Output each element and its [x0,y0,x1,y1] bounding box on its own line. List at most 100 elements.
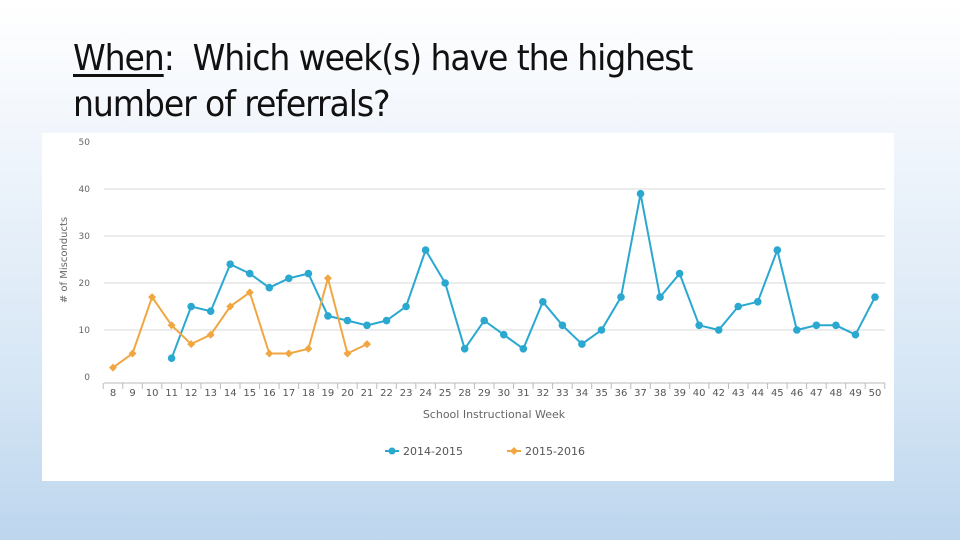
data-point[interactable] [734,302,743,311]
data-point[interactable] [226,302,235,311]
x-tick-label: 36 [615,388,628,399]
data-point[interactable] [323,274,332,283]
series-line-2015-2016 [112,274,368,369]
data-point[interactable] [441,279,449,287]
x-tick-label: 31 [517,388,530,399]
y-tick-label: 10 [79,326,91,336]
data-point[interactable] [656,293,664,301]
x-tick-label: 45 [771,388,784,399]
data-point[interactable] [245,288,254,297]
y-tick-label: 0 [84,373,90,383]
legend-label[interactable]: 2014-2015 [403,445,463,458]
y-tick-label: 50 [79,138,91,148]
data-point[interactable] [363,340,371,349]
x-tick-label: 14 [224,388,237,399]
x-tick-label: 48 [830,388,843,399]
x-tick-label: 39 [673,388,686,399]
x-tick-label: 29 [478,388,491,399]
data-point[interactable] [714,326,723,334]
data-point[interactable] [695,321,703,330]
x-tick-label: 34 [576,388,589,399]
x-axis-title: School Instructional Week [423,408,566,421]
x-tick-label: 46 [790,388,803,399]
data-point[interactable] [206,307,215,315]
x-tick-label: 22 [380,388,393,399]
data-point[interactable] [187,340,196,349]
data-point[interactable] [753,298,762,306]
data-point[interactable] [284,349,293,358]
y-tick-label: 30 [79,232,91,242]
data-point[interactable] [304,344,313,353]
x-tick-label: 49 [849,388,862,399]
data-point[interactable] [832,321,840,330]
data-point[interactable] [343,349,352,358]
data-point[interactable] [265,349,274,358]
data-point[interactable] [871,293,879,301]
data-point[interactable] [460,345,469,353]
data-point[interactable] [851,330,860,339]
x-tick-label: 16 [263,388,276,399]
x-tick-label: 25 [439,388,452,399]
data-point[interactable] [519,345,528,353]
data-point[interactable] [304,269,313,278]
data-point[interactable] [324,312,332,320]
data-point[interactable] [558,321,567,330]
data-point[interactable] [499,330,508,339]
x-tick-label: 24 [419,388,432,399]
data-point[interactable] [773,246,782,254]
x-tick-label: 12 [185,388,198,399]
x-tick-label: 13 [204,388,217,399]
x-tick-label: 30 [497,388,510,399]
series-line-2014-2015 [170,193,876,359]
y-tick-label: 20 [79,279,91,289]
data-point[interactable] [109,363,117,372]
x-tick-label: 32 [536,388,549,399]
x-tick-label: 40 [693,388,706,399]
x-tick-label: 23 [400,388,413,399]
data-point[interactable] [578,340,586,348]
y-axis-title: # of Misconducts [59,217,70,303]
data-point[interactable] [128,349,137,358]
x-tick-label: 11 [165,388,178,399]
data-point[interactable] [206,330,215,339]
x-tick-label: 33 [556,388,569,399]
data-point[interactable] [363,321,371,330]
legend-marker [510,447,518,455]
x-tick-label: 47 [810,388,823,399]
data-point[interactable] [617,293,625,301]
chart-panel: 0 10 20 30 40 50 8 9 10 11 12 13 14 15 16 17 18 19 20 21 22 2… [42,133,894,481]
data-point[interactable] [675,269,684,278]
data-point[interactable] [187,302,195,311]
data-point[interactable] [265,283,274,292]
data-point[interactable] [402,302,410,311]
legend-label[interactable]: 2015-2016 [525,445,585,458]
x-tick-label: 35 [595,388,608,399]
data-point[interactable] [539,298,547,306]
data-point[interactable] [245,269,254,278]
data-point[interactable] [636,189,645,198]
data-point[interactable] [812,321,821,330]
x-tick-label: 18 [302,388,315,399]
x-tick-label: 28 [458,388,471,399]
data-point[interactable] [343,316,352,325]
x-tick-label: 42 [712,388,725,399]
title-keyword: When [73,38,165,79]
x-tick-label: 8 [110,388,116,399]
x-tick-label: 21 [361,388,374,399]
data-point[interactable] [597,326,606,334]
data-point[interactable] [167,354,176,362]
data-point[interactable] [480,316,489,325]
x-tick-label: 38 [654,388,667,399]
data-point[interactable] [382,316,391,325]
x-tick-label: 19 [322,388,335,399]
data-point[interactable] [793,326,801,334]
data-point[interactable] [421,246,430,254]
data-point[interactable] [285,274,293,283]
title-line2: number of referrals? [73,84,391,125]
data-point[interactable] [167,321,176,330]
title-question: Which week(s) have the highest [192,38,694,79]
data-point[interactable] [226,260,235,268]
title-sep: : [163,38,175,79]
x-tick-label: 44 [751,388,764,399]
data-point[interactable] [148,293,157,302]
